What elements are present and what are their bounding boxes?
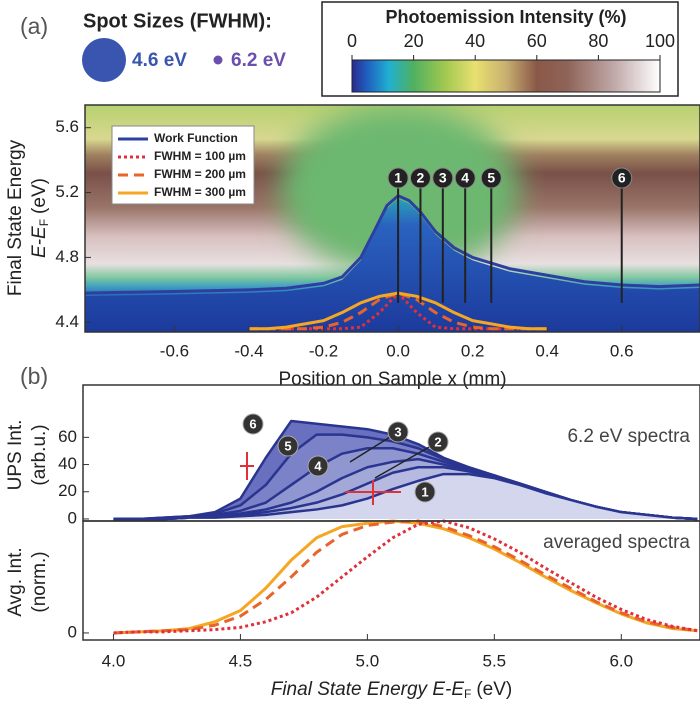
y-tick-label: 0 xyxy=(68,508,77,527)
x-axis-label: Position on Sample x (mm) xyxy=(278,369,506,390)
x-tick-label: 5.5 xyxy=(483,651,507,670)
panel: 0 20 40 60 UPS Int. (arb.u.) 6.2 eV spectra 1 2 3… xyxy=(5,384,700,527)
marker-circle xyxy=(409,167,431,189)
marker-label: 4 xyxy=(461,170,469,186)
spot-circle xyxy=(82,38,126,82)
badge-circle xyxy=(387,421,409,443)
colorbar-tick-label: 80 xyxy=(588,31,608,51)
colorbar xyxy=(351,59,661,93)
y-axis-label-part: E-E xyxy=(29,226,50,258)
badge-label: 1 xyxy=(421,484,428,499)
heatmap-underlay xyxy=(85,198,700,332)
marker-circle xyxy=(454,167,476,189)
line xyxy=(113,519,698,635)
plot-frame xyxy=(82,520,700,641)
panel-label: (b) xyxy=(20,363,48,389)
line xyxy=(84,194,700,295)
marker-circle xyxy=(387,167,409,189)
x-axis-label-part: F xyxy=(464,687,471,701)
marker-label: 2 xyxy=(417,170,425,186)
y-tick-label: 20 xyxy=(58,481,77,500)
marker-label: 1 xyxy=(394,170,402,186)
colorbar-tick-label: 40 xyxy=(465,31,485,51)
spot-circle xyxy=(213,55,223,65)
plot-frame xyxy=(84,104,700,333)
x-tick-label: 0.4 xyxy=(535,341,559,360)
spot-title: Spot Sizes (FWHM): xyxy=(83,10,272,32)
y-axis-label: (arb.u.) xyxy=(29,424,50,485)
legend-label: FWHM = 200 µm xyxy=(154,167,246,181)
x-axis-label-part: (eV) xyxy=(476,679,512,700)
heatmap-underlay xyxy=(85,198,700,332)
x-tick-label: -0.4 xyxy=(234,341,263,360)
badge-circle xyxy=(307,455,329,477)
area xyxy=(113,472,698,521)
annotation: averaged spectra xyxy=(543,532,690,553)
y-tick-label: 40 xyxy=(58,454,77,473)
spot-label: 4.6 eV xyxy=(132,50,187,71)
marker-circle xyxy=(480,167,502,189)
y-axis-label-part: (eV) xyxy=(29,178,50,214)
badge-label: 2 xyxy=(434,434,441,449)
y-axis-label: UPS Int. xyxy=(5,420,26,491)
x-tick-label: -0.6 xyxy=(160,341,189,360)
badge-label: 4 xyxy=(314,458,322,473)
badge-circle xyxy=(414,481,436,503)
legend-label: Work Function xyxy=(154,131,238,145)
x-tick-label: 0.2 xyxy=(461,341,485,360)
legend-label: FWHM = 300 µm xyxy=(154,185,246,199)
marker-circle xyxy=(432,167,454,189)
colorbar-title: Photoemission Intensity (%) xyxy=(385,7,626,27)
badge-label: 5 xyxy=(284,438,291,453)
x-tick-label: -0.2 xyxy=(309,341,338,360)
marker-label: 6 xyxy=(618,170,626,186)
colorbar-tick-label: 0 xyxy=(347,31,357,51)
badge-label: 3 xyxy=(394,424,401,439)
x-axis-label-part: Final State Energy E-E xyxy=(271,679,465,700)
x-axis-label: Final State Energy E-EF (eV) xyxy=(271,679,513,701)
badge-label: 6 xyxy=(249,416,256,431)
marker-circle xyxy=(611,167,633,189)
y-tick-label: 4.4 xyxy=(55,312,79,331)
y-tick-label: 5.6 xyxy=(55,117,79,136)
panel-label: (a) xyxy=(20,13,48,39)
legend-label: FWHM = 100 µm xyxy=(154,149,246,163)
colorbar-tick-label: 100 xyxy=(645,31,675,51)
y-axis-label: Final State Energy xyxy=(5,139,26,296)
annotation: 6.2 eV spectra xyxy=(567,426,690,447)
spot-label: 6.2 eV xyxy=(231,50,286,71)
x-tick-label: 6.0 xyxy=(609,651,633,670)
y-axis-label-part: F xyxy=(37,219,51,226)
marker-label: 5 xyxy=(487,170,495,186)
x-tick-label: 4.0 xyxy=(102,651,126,670)
y-tick-label: 4.8 xyxy=(55,247,79,266)
y-axis-label: E-EF (eV) xyxy=(29,178,51,258)
y-axis-label: Avg. Int. xyxy=(5,547,26,616)
colorbar-tick-label: 60 xyxy=(527,31,547,51)
plots: 4.4 4.8 5.2 5.6 -0.6 -0.4 -0.2 0.0 0.2 0.4 0.6 Posi… xyxy=(5,104,700,701)
badge-circle xyxy=(427,431,449,453)
y-tick-label: 0 xyxy=(68,622,77,641)
line xyxy=(249,291,548,331)
error-crosses xyxy=(240,452,401,505)
y-tick-label: 60 xyxy=(58,427,77,446)
x-tick-label: 0.6 xyxy=(610,341,634,360)
marker-label: 3 xyxy=(439,170,447,186)
y-axis-label: (norm.) xyxy=(29,551,50,612)
y-tick-label: 5.2 xyxy=(55,182,79,201)
colorbar-tick-label: 20 xyxy=(404,31,424,51)
badge-leader xyxy=(374,441,439,479)
x-tick-label: 5.0 xyxy=(356,651,380,670)
panel: 0 4.0 4.5 5.0 5.5 6.0 Final State Energy E-EF (… xyxy=(5,519,700,701)
spot-sizes: 4.6 eV 6.2 eV xyxy=(82,38,286,82)
heatmap-shade xyxy=(280,105,520,275)
badge-circle xyxy=(242,413,264,435)
x-tick-label: 0.0 xyxy=(386,341,410,360)
x-tick-label: 4.5 xyxy=(229,651,253,670)
badge-circle xyxy=(277,435,299,457)
